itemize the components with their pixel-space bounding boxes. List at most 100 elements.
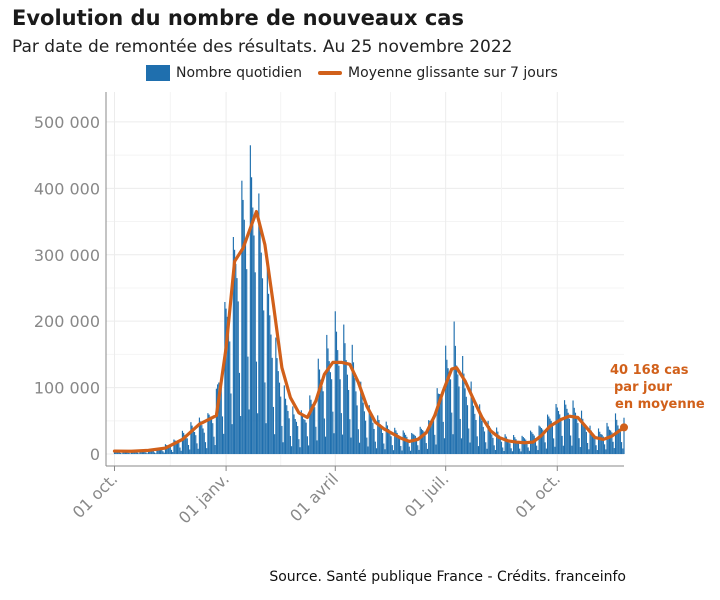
bar [437, 393, 439, 455]
bar [288, 418, 290, 455]
bar [548, 416, 550, 455]
bar [611, 432, 613, 455]
bar [184, 434, 186, 455]
bar [278, 382, 281, 455]
bar [244, 239, 247, 455]
bar [502, 447, 504, 455]
bar [428, 420, 430, 455]
bar [519, 448, 521, 455]
bar [619, 431, 621, 455]
bar [532, 433, 534, 455]
bar [546, 414, 549, 455]
bar [434, 434, 436, 455]
bar [470, 381, 472, 455]
bar [286, 405, 288, 455]
bar [383, 443, 385, 455]
bar [496, 427, 498, 455]
bar [257, 413, 259, 455]
bar [145, 452, 147, 455]
bar [243, 219, 245, 455]
bar [374, 441, 376, 455]
bar [468, 428, 470, 455]
bar [570, 435, 572, 455]
bar [417, 445, 419, 455]
bar [504, 434, 506, 455]
bar [190, 422, 192, 455]
bar [513, 435, 515, 455]
bar [362, 402, 364, 455]
bar [192, 428, 194, 455]
bar [594, 437, 596, 455]
bar [388, 428, 390, 455]
bar [623, 417, 625, 455]
bar [476, 436, 478, 455]
bar [300, 410, 302, 455]
bar [550, 420, 552, 455]
bar [465, 396, 467, 455]
bar [240, 416, 242, 455]
bar [334, 311, 336, 455]
bar [348, 389, 350, 455]
bar [486, 448, 488, 455]
bar [523, 438, 526, 455]
bar [339, 379, 341, 455]
bar [445, 345, 447, 455]
bar [464, 388, 466, 455]
bar [557, 410, 560, 455]
bar [471, 394, 473, 455]
bar [525, 439, 527, 455]
bar [481, 420, 483, 455]
bar [574, 412, 577, 455]
bar [246, 269, 248, 455]
bar [458, 386, 460, 455]
annotation-line-1: 40 168 cas [610, 363, 689, 378]
bar [301, 415, 304, 455]
bar [349, 419, 351, 455]
bar [379, 424, 381, 455]
bar [583, 423, 585, 455]
bar [156, 448, 158, 455]
bar [610, 430, 612, 455]
bar [475, 419, 477, 455]
bar [160, 449, 162, 455]
bar [622, 448, 624, 455]
bar [506, 438, 509, 455]
bar [601, 434, 603, 455]
bar [337, 350, 339, 455]
bar [157, 449, 159, 455]
bar [612, 441, 614, 455]
series-line-moving-average [112, 209, 626, 453]
bar [371, 417, 373, 455]
bar [453, 321, 455, 455]
bar [203, 432, 205, 455]
bar [394, 427, 396, 455]
bar [593, 434, 595, 455]
bar [456, 365, 458, 455]
bar [411, 432, 413, 455]
bar [396, 432, 398, 455]
bar [238, 372, 241, 455]
bar [237, 301, 239, 455]
bar [304, 419, 306, 455]
bar [266, 267, 268, 455]
bar [207, 413, 209, 455]
bar [144, 451, 146, 455]
bar [391, 445, 393, 455]
bar [295, 421, 298, 455]
bar [537, 450, 539, 455]
bar [589, 425, 591, 455]
bar [249, 145, 251, 455]
bar [248, 409, 250, 455]
bar [576, 417, 578, 455]
bar [377, 415, 379, 455]
bar [242, 199, 244, 455]
bar [572, 400, 574, 455]
bar [449, 379, 452, 455]
bar [170, 449, 173, 455]
bar [345, 360, 347, 455]
bar [556, 407, 558, 455]
bar [332, 411, 334, 455]
bar [389, 432, 391, 455]
bar [591, 432, 594, 455]
bar [276, 358, 278, 455]
